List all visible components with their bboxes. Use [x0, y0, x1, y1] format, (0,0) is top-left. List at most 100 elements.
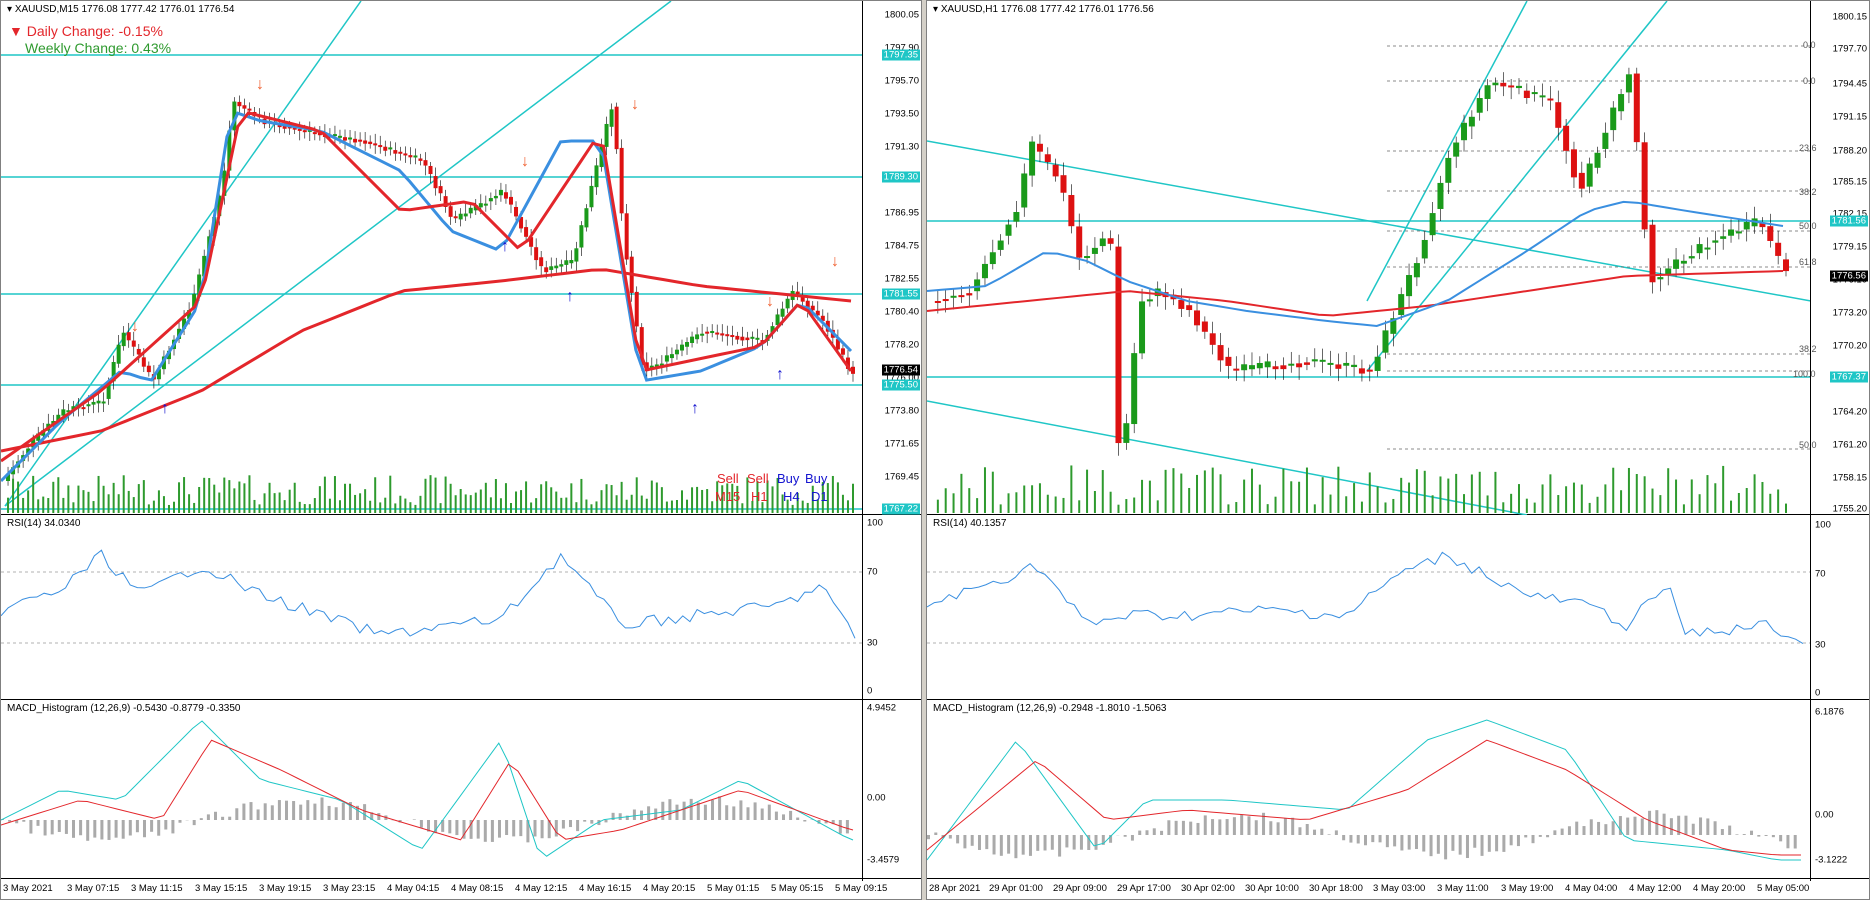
- volume-bar: [525, 481, 528, 513]
- buy-arrow-icon: ↑: [501, 238, 509, 255]
- candle-body: [974, 279, 981, 292]
- macd-tick: 0.00: [867, 792, 886, 804]
- macd-histogram-bar: [1524, 835, 1528, 838]
- fib-label: 100.0: [1793, 369, 1816, 379]
- trend-line-red: [1, 111, 853, 463]
- candle-body: [297, 128, 302, 131]
- candle-body: [1476, 98, 1483, 113]
- volume-bar: [504, 483, 507, 513]
- time-axis-h1[interactable]: 28 Apr 2021 29 Apr 01:00 29 Apr 09:00 29…: [927, 878, 1869, 899]
- price-pane-m15[interactable]: ↓ ↓ ↓ ↓ ↓ ↓ ↑ ↑ ↑ ↑ ↑ ▾ XAUUSD,M15 1776.08 1777.42…: [1, 1, 921, 515]
- volume-bar: [1447, 478, 1450, 513]
- candle-body: [453, 216, 458, 219]
- volume-bar: [1109, 491, 1112, 513]
- volume-bar: [852, 483, 854, 513]
- macd-histogram-bar: [1036, 835, 1040, 851]
- volume-bar: [1353, 483, 1356, 513]
- macd-histogram-bar: [121, 820, 125, 839]
- volume-bar: [419, 495, 422, 513]
- signal-tf-h4: H4: [783, 489, 800, 504]
- macd-histogram-bar: [1487, 835, 1491, 852]
- macd-histogram-bar: [1509, 835, 1513, 846]
- volume-bar: [1455, 473, 1458, 513]
- macd-pane-h1[interactable]: MACD_Histogram (12,26,9) -0.2948 -1.8010…: [927, 700, 1869, 881]
- candle-body: [685, 342, 690, 347]
- price-chart-h1[interactable]: [927, 1, 1811, 515]
- candle-body: [750, 336, 755, 339]
- macd-histogram-bar: [107, 820, 111, 840]
- moving-average-slow: [927, 270, 1784, 317]
- macd-histogram-bar: [270, 805, 274, 820]
- macd-histogram-bar: [999, 835, 1003, 856]
- volume-bar: [1038, 483, 1041, 513]
- volume-bar: [1188, 487, 1191, 513]
- candle-body: [1264, 361, 1271, 368]
- macd-histogram-bar: [703, 804, 707, 820]
- macd-histogram-bar: [1254, 820, 1258, 835]
- macd-histogram-bar: [1473, 835, 1477, 848]
- candle-body: [835, 339, 840, 350]
- price-pane-h1[interactable]: ▾ XAUUSD,H1 1776.08 1777.42 1776.01 1776…: [927, 1, 1869, 515]
- macd-signal-line: [927, 739, 1801, 856]
- candle-body: [1570, 149, 1577, 178]
- candle-body: [1209, 333, 1216, 345]
- volume-bar: [384, 497, 387, 513]
- volume-bar: [32, 475, 35, 513]
- price-tick: 1773.80: [884, 405, 919, 417]
- daily-change: ▼ Daily Change: -0.15%: [9, 23, 163, 39]
- rsi-pane-h1[interactable]: RSI(14) 40.1357 100 70 30 0: [927, 515, 1869, 700]
- volume-bar: [1046, 494, 1049, 513]
- fib-label: 50.0: [1799, 440, 1817, 450]
- chart-window-m15[interactable]: ↓ ↓ ↓ ↓ ↓ ↓ ↑ ↑ ↑ ↑ ↑ ▾ XAUUSD,M15 1776.08 1777.42…: [0, 0, 922, 900]
- macd-pane-m15[interactable]: MACD_Histogram (12,26,9) -0.5430 -0.8779…: [1, 700, 921, 881]
- macd-histogram-bar: [1079, 835, 1083, 850]
- candle-body: [1712, 240, 1719, 243]
- candle-body: [106, 381, 111, 399]
- candle-body: [1256, 362, 1263, 369]
- candle-body: [448, 206, 453, 217]
- candle-body: [1241, 364, 1248, 371]
- candle-body: [1406, 275, 1413, 297]
- macd-histogram-bar: [718, 796, 722, 820]
- macd-histogram-bar: [1793, 835, 1797, 849]
- chart-window-h1[interactable]: ▾ XAUUSD,H1 1776.08 1777.42 1776.01 1776…: [926, 0, 1870, 900]
- candle-body: [1657, 277, 1664, 280]
- macd-histogram-bar: [363, 804, 367, 820]
- volume-bar: [1337, 466, 1340, 513]
- candle-body: [131, 340, 136, 347]
- macd-histogram-bar: [782, 814, 785, 820]
- macd-histogram-bar: [1160, 830, 1164, 835]
- volume-bar: [147, 504, 150, 513]
- volume-bar: [590, 504, 593, 513]
- price-chart-m15[interactable]: ↓ ↓ ↓ ↓ ↓ ↓ ↑ ↑ ↑ ↑ ↑: [1, 1, 863, 515]
- candle-body: [1052, 164, 1059, 177]
- volume-bar: [364, 489, 367, 513]
- volume-bar: [102, 485, 105, 513]
- rsi-tick: 0: [1815, 687, 1821, 699]
- macd-histogram-bar: [249, 802, 253, 820]
- candle-body: [1421, 239, 1428, 259]
- macd-histogram-bar: [143, 820, 146, 838]
- candle-body: [775, 314, 780, 326]
- candle-body: [554, 265, 559, 269]
- macd-histogram-bar: [583, 820, 587, 822]
- price-axis-m15[interactable]: 1800.05 1797.90 1795.70 1793.50 1791.30 …: [862, 1, 921, 515]
- candle-body: [503, 192, 508, 199]
- candle-body: [1508, 85, 1515, 88]
- volume-bar: [1565, 486, 1568, 513]
- macd-histogram-bar: [963, 835, 967, 849]
- candle-body: [1366, 369, 1373, 372]
- candle-body: [1649, 224, 1656, 283]
- candle-body: [423, 160, 428, 166]
- volume-bar: [1486, 495, 1489, 513]
- time-axis-m15[interactable]: 3 May 2021 3 May 07:15 3 May 11:15 3 May…: [1, 878, 921, 899]
- volume-bar: [1266, 504, 1269, 513]
- candle-body: [1288, 363, 1295, 366]
- price-axis-h1[interactable]: 1800.15 1797.70 1794.45 1791.15 1788.20 …: [1810, 1, 1869, 515]
- volume-bar: [122, 475, 125, 513]
- volume-bar: [670, 500, 673, 513]
- rsi-pane-m15[interactable]: RSI(14) 34.0340 100 70 30 0: [1, 515, 921, 700]
- volume-bar: [1062, 497, 1065, 513]
- macd-histogram-bar: [8, 820, 12, 822]
- candle-body: [770, 326, 775, 334]
